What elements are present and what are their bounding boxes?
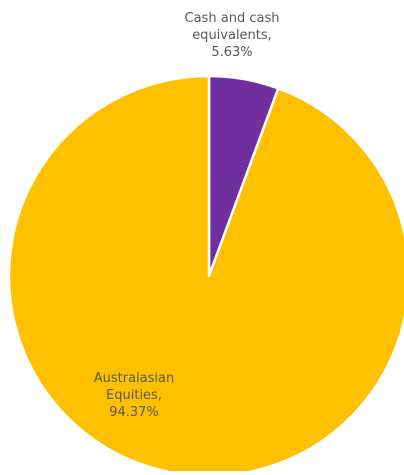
slice-label-equities-line-1: Australasian: [93, 371, 175, 386]
slice-label-equities-line-2: Equities,: [106, 388, 162, 403]
slice-label-cash-line-3: 5.63%: [211, 45, 253, 60]
pie-slices: [7, 74, 404, 475]
slice-label-equities-line-3: 94.37%: [109, 405, 159, 420]
pie-slice-australasian-equities: [7, 74, 404, 475]
slice-label-cash: Cash and cash equivalents, 5.63%: [172, 10, 292, 61]
slice-label-cash-line-1: Cash and cash: [184, 11, 280, 26]
slice-label-cash-line-2: equivalents,: [192, 28, 272, 43]
slice-label-equities: Australasian Equities, 94.37%: [78, 370, 190, 421]
